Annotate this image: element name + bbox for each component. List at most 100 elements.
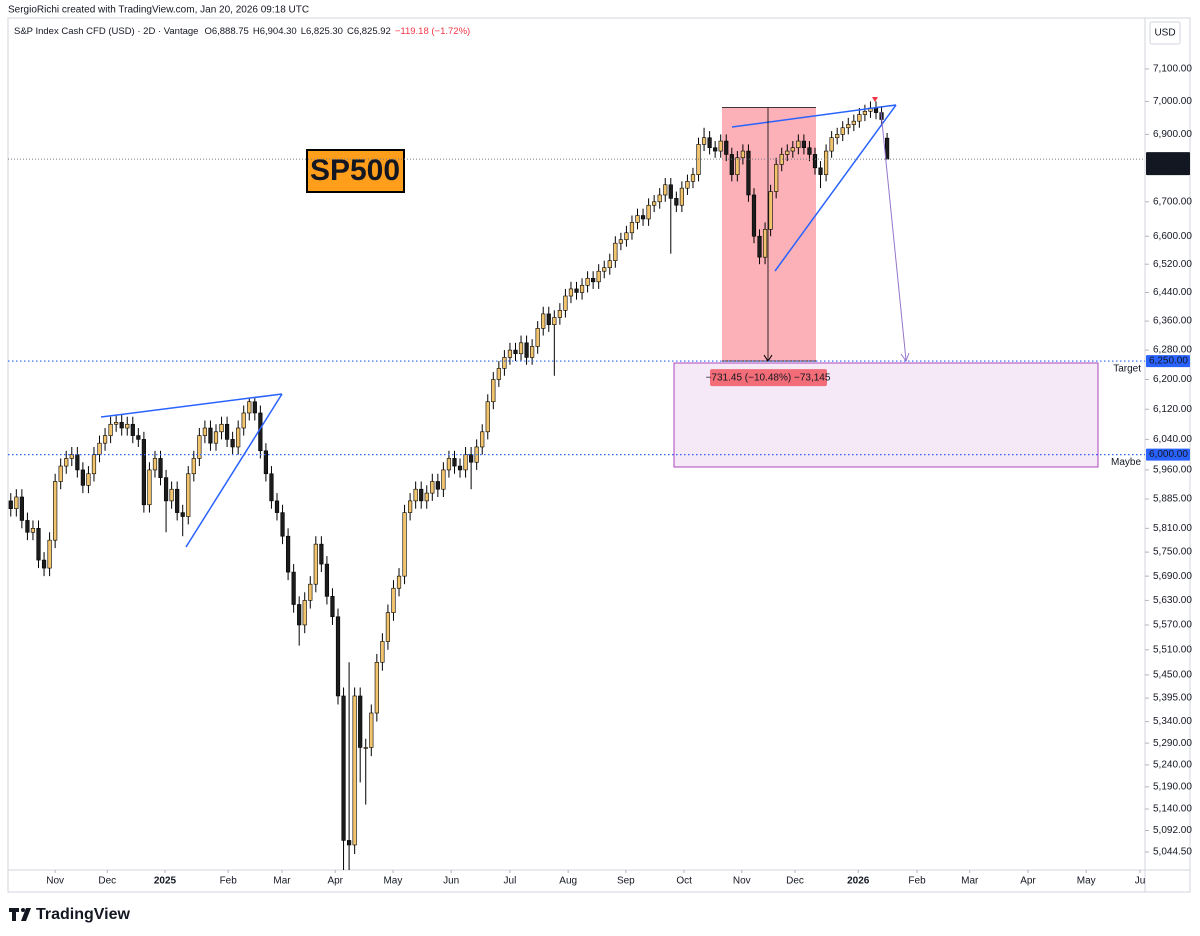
- candle-body: [469, 454, 474, 463]
- candle-body: [385, 612, 391, 642]
- y-tick-label: 6,600.00: [1153, 231, 1192, 242]
- candle-body: [408, 500, 413, 513]
- x-tick-label: May: [1077, 876, 1096, 887]
- candle-body: [413, 488, 418, 502]
- candle-body: [518, 342, 524, 355]
- y-tick-label: 5,960.00: [1153, 465, 1192, 476]
- x-tick-label: Nov: [733, 876, 751, 887]
- candle-body: [857, 114, 862, 122]
- x-tick-label: Feb: [220, 876, 238, 887]
- legend: S&P Index Cash CFD (USD) · 2D · Vantage O…: [14, 26, 470, 37]
- candle-body: [280, 512, 285, 537]
- currency[interactable]: USD: [1154, 28, 1175, 39]
- candle-body: [463, 454, 468, 471]
- candle-body: [335, 616, 341, 697]
- candle-body: [396, 575, 402, 589]
- candle-body: [585, 277, 590, 286]
- ohlc-key: O: [204, 26, 211, 37]
- candle-body: [424, 492, 429, 502]
- range-box: [722, 107, 816, 362]
- candle-body: [213, 431, 219, 444]
- candle-body: [141, 439, 146, 506]
- x-tick-label: Jun: [443, 876, 459, 887]
- candle-body: [197, 435, 202, 459]
- y-tick-label: 7,000.00: [1153, 96, 1192, 107]
- candle-body: [308, 583, 313, 601]
- y-tick-label: 5,570.00: [1153, 620, 1192, 631]
- candle-body: [485, 401, 490, 433]
- x-tick-label: May: [383, 876, 402, 887]
- candle-body: [618, 239, 623, 244]
- ohlc-value: 6,888.75: [212, 26, 249, 37]
- candle-body: [513, 349, 518, 355]
- candle-body: [701, 137, 707, 145]
- annotation: SP500: [310, 154, 400, 187]
- candle-body: [652, 201, 657, 206]
- candle-body: [640, 215, 646, 220]
- trend-line: [185, 393, 283, 548]
- y-tick-label: 5,190.00: [1153, 781, 1192, 792]
- candle-body: [402, 512, 407, 577]
- candle-body: [380, 641, 385, 663]
- currency-box[interactable]: [1149, 21, 1181, 45]
- candle-body: [53, 481, 58, 541]
- candle-body: [69, 454, 74, 459]
- candle-body: [330, 596, 335, 618]
- candle-body: [568, 288, 574, 297]
- symbol: S&P Index Cash CFD (USD) · 2D · Vantage: [14, 26, 198, 37]
- x-tick-label: Ju: [1135, 876, 1146, 887]
- level-name: Target: [1113, 364, 1141, 375]
- level-tag: [1146, 355, 1190, 368]
- candle-body: [47, 539, 52, 569]
- range-label: −731.45 (−10.48%) −73,145: [706, 373, 831, 384]
- ohlc-value: 6,825.92: [354, 26, 391, 37]
- candle-body: [457, 465, 463, 471]
- candle-body: [812, 154, 818, 169]
- candle-body: [158, 458, 163, 478]
- candle-body: [130, 423, 135, 436]
- y-tick-label: 5,044.50: [1153, 847, 1192, 858]
- candle-body: [735, 157, 740, 175]
- candle-body: [91, 454, 97, 475]
- candle-body: [441, 469, 446, 490]
- y-tick-label: 5,092.00: [1153, 825, 1192, 836]
- y-tick-label: 5,630.00: [1153, 595, 1192, 606]
- signal-marker: [872, 97, 878, 102]
- ohlc-key: H: [253, 26, 260, 37]
- candle-body: [64, 458, 69, 467]
- candle-body: [180, 512, 185, 517]
- candle-body: [507, 349, 513, 358]
- candle-body: [8, 500, 13, 509]
- candle-body: [297, 604, 302, 626]
- arrow-head: [900, 352, 910, 363]
- candle-body: [762, 229, 768, 258]
- candle-body: [502, 357, 507, 369]
- candle-body: [768, 191, 773, 230]
- candle-body: [191, 458, 196, 475]
- y-tick-label: 5,240.00: [1153, 760, 1192, 771]
- candle-body: [546, 313, 551, 326]
- y-tick-label: 7,100.00: [1153, 64, 1192, 75]
- candle-body: [341, 695, 346, 841]
- candle-body: [718, 140, 723, 152]
- candle-body: [125, 423, 130, 429]
- x-tick-label: 2026: [847, 876, 870, 887]
- candle-body: [219, 423, 224, 433]
- candle-body: [25, 520, 30, 533]
- x-tick-label: Apr: [327, 876, 343, 887]
- candle-body: [186, 473, 191, 517]
- level-label: 6,000.00: [1149, 449, 1188, 460]
- candle-body: [80, 469, 85, 486]
- candles: [8, 101, 890, 870]
- candle-body: [36, 528, 41, 561]
- candle-body: [796, 140, 801, 149]
- candle-body: [862, 110, 868, 115]
- candle-body: [663, 184, 668, 196]
- candle-body: [419, 488, 424, 502]
- candle-body: [119, 422, 124, 429]
- candle-body: [596, 270, 601, 283]
- candle-body: [657, 194, 662, 203]
- y-tick-label: 6,200.00: [1153, 374, 1192, 385]
- trend-line: [100, 393, 283, 418]
